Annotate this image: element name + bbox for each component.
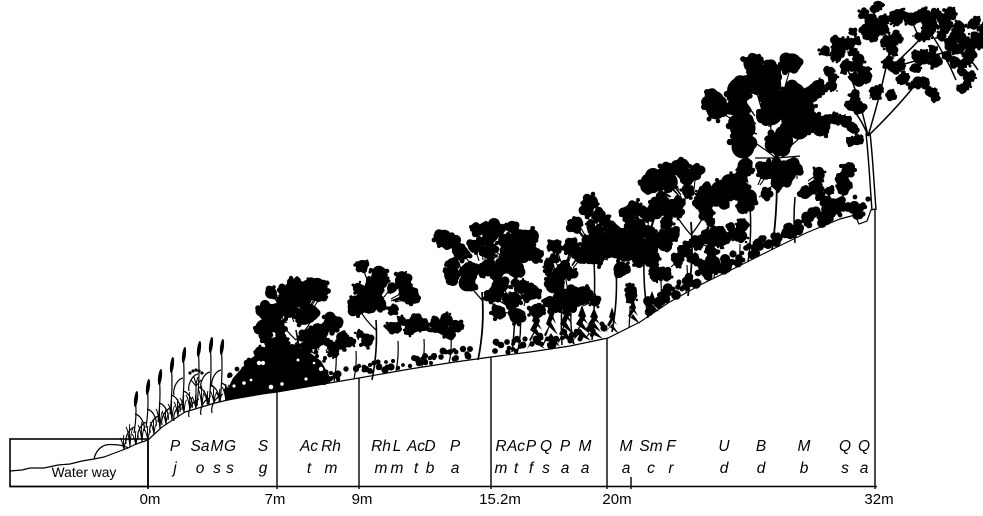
svg-text:D: D [424, 438, 435, 455]
svg-text:t: t [307, 460, 312, 477]
svg-text:c: c [647, 460, 655, 477]
svg-text:g: g [259, 460, 268, 477]
svg-text:Ac: Ac [299, 438, 318, 455]
svg-text:20m: 20m [602, 491, 631, 508]
svg-text:t: t [514, 460, 519, 477]
svg-text:7m: 7m [265, 491, 286, 508]
svg-text:b: b [800, 460, 809, 477]
svg-text:a: a [561, 460, 570, 477]
svg-text:32m: 32m [864, 491, 893, 508]
svg-text:0m: 0m [140, 491, 161, 508]
svg-text:d: d [757, 460, 767, 477]
svg-text:a: a [860, 460, 869, 477]
svg-text:9m: 9m [352, 491, 373, 508]
svg-text:M: M [620, 438, 633, 455]
svg-text:F: F [666, 438, 677, 455]
svg-text:P: P [526, 438, 537, 455]
svg-text:Rh: Rh [371, 438, 391, 455]
svg-text:o: o [196, 460, 205, 477]
svg-text:a: a [622, 460, 631, 477]
svg-text:M: M [579, 438, 592, 455]
svg-text:P: P [450, 438, 461, 455]
svg-text:s: s [226, 460, 234, 477]
svg-text:S: S [258, 438, 269, 455]
svg-text:d: d [720, 460, 730, 477]
svg-text:L: L [393, 438, 402, 455]
svg-text:P: P [560, 438, 571, 455]
svg-text:R: R [495, 438, 506, 455]
svg-text:G: G [224, 438, 236, 455]
svg-text:Sm: Sm [639, 438, 662, 455]
svg-text:m: m [495, 460, 508, 477]
svg-text:m: m [375, 460, 388, 477]
svg-text:s: s [213, 460, 221, 477]
svg-text:Q: Q [540, 438, 552, 455]
svg-text:Ac: Ac [506, 438, 525, 455]
svg-text:b: b [426, 460, 435, 477]
svg-text:r: r [668, 460, 674, 477]
svg-text:s: s [542, 460, 550, 477]
svg-text:U: U [718, 438, 730, 455]
svg-text:a: a [451, 460, 460, 477]
svg-text:M: M [798, 438, 811, 455]
svg-text:m: m [325, 460, 338, 477]
svg-text:Q: Q [858, 438, 870, 455]
svg-text:P: P [170, 438, 181, 455]
svg-text:a: a [581, 460, 590, 477]
svg-text:15.2m: 15.2m [479, 491, 521, 508]
svg-text:Rh: Rh [321, 438, 341, 455]
svg-text:m: m [391, 460, 404, 477]
svg-text:Sa: Sa [191, 438, 210, 455]
svg-text:B: B [756, 438, 766, 455]
svg-text:Ac: Ac [406, 438, 425, 455]
svg-text:s: s [841, 460, 849, 477]
svg-text:M: M [211, 438, 224, 455]
svg-text:Q: Q [839, 438, 851, 455]
svg-text:Water way: Water way [52, 465, 117, 480]
svg-text:t: t [414, 460, 419, 477]
